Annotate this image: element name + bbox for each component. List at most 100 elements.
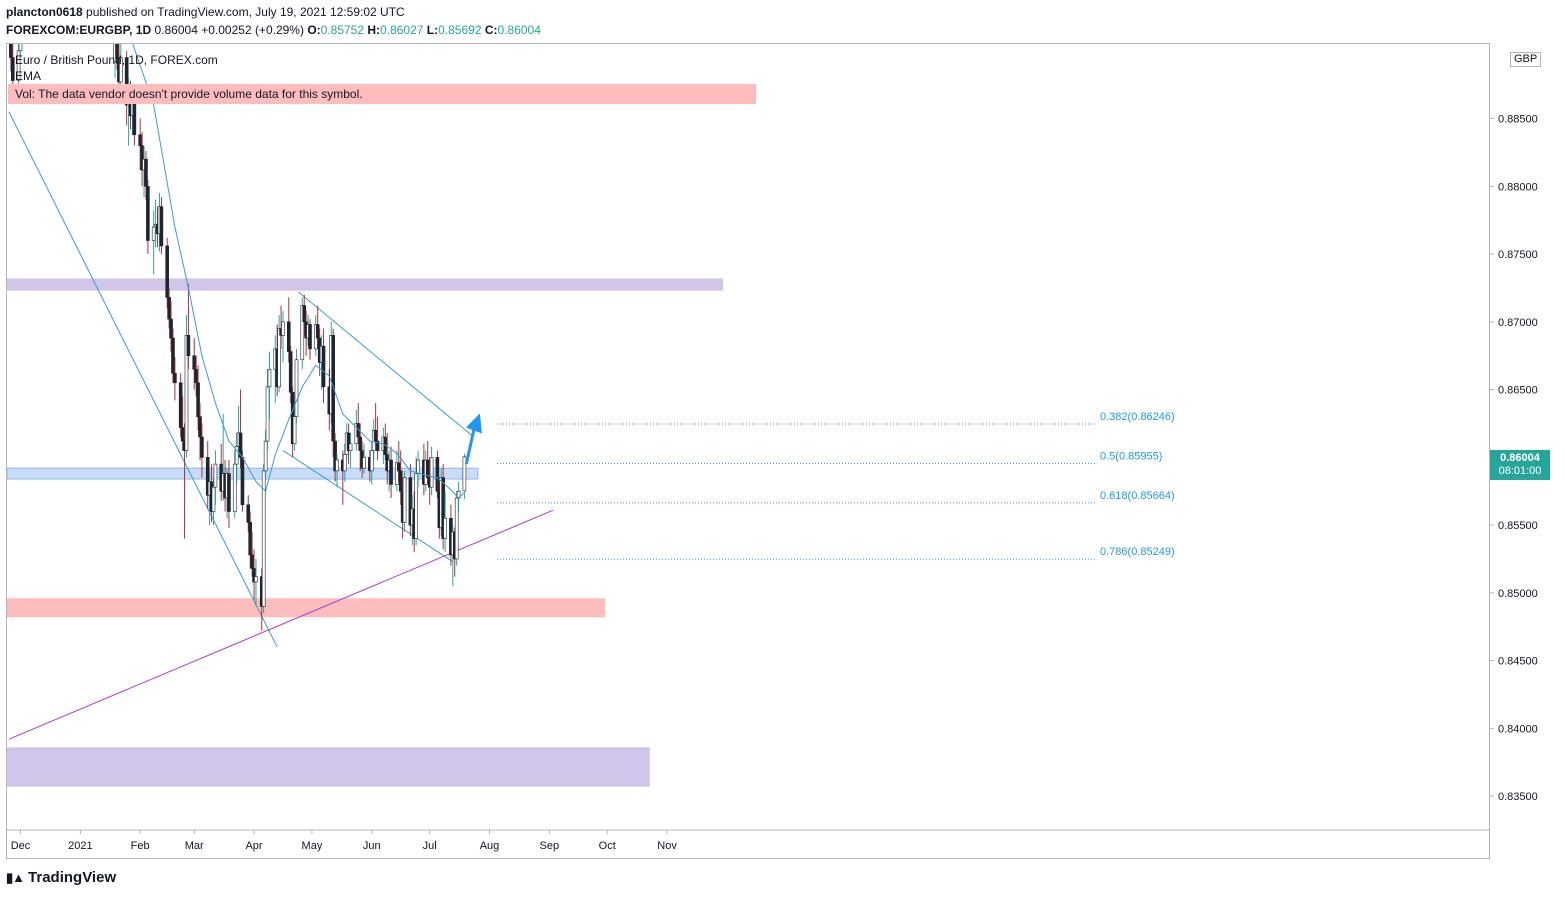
candle: [186, 283, 191, 370]
currency-label[interactable]: GBP: [1510, 52, 1542, 67]
candle-body: [227, 473, 231, 512]
y-tick-label: 0.88500: [1498, 114, 1538, 126]
candle: [292, 403, 297, 451]
candle-body: [402, 477, 407, 523]
x-tick-label: Nov: [657, 840, 677, 852]
fib-label-0: 0.382(0.86246): [1100, 411, 1175, 423]
y-tick-label: 0.84500: [1498, 656, 1538, 668]
symbol-label: FOREXCOM:EURGBP, 1D: [6, 23, 152, 37]
x-tick-label: Apr: [245, 840, 262, 852]
candle: [254, 558, 258, 607]
candle: [454, 491, 459, 566]
close-value: 0.86004: [497, 23, 541, 37]
candle-body: [232, 463, 237, 512]
fib-label-2: 0.618(0.85664): [1100, 490, 1175, 502]
candle: [227, 460, 231, 528]
zone-purple-resistance: [7, 278, 724, 291]
candle: [219, 443, 224, 501]
candle-body: [18, 44, 23, 52]
candle: [205, 441, 210, 509]
ohlc-readout: FOREXCOM:EURGBP, 1D 0.86004 +0.00252 (+0…: [6, 22, 541, 38]
candle-body: [369, 450, 374, 472]
logo-text: TradingView: [28, 869, 117, 886]
close-label: C:: [484, 23, 498, 37]
candle-body: [342, 454, 347, 472]
candle: [308, 319, 312, 360]
candle-body: [211, 486, 216, 512]
candle-body: [261, 470, 266, 607]
y-tick-label: 0.83500: [1498, 791, 1538, 803]
zone-purple-lower: [7, 747, 650, 787]
candle-body: [9, 44, 13, 58]
candle: [267, 351, 272, 420]
candle-body: [213, 463, 218, 488]
candle-body: [263, 440, 268, 472]
candle-body: [443, 518, 447, 539]
candle-body: [159, 206, 164, 247]
x-tick-label: Jul: [423, 840, 437, 852]
candle: [321, 328, 326, 404]
candle-body: [146, 185, 150, 241]
candle: [414, 457, 418, 546]
candle-body: [358, 436, 362, 451]
candle-body: [454, 497, 459, 560]
candle-body: [288, 351, 293, 393]
candle-body: [144, 158, 148, 187]
ema-line: [132, 44, 465, 499]
candle-body: [416, 459, 420, 474]
candle-body: [315, 324, 320, 339]
candle: [263, 430, 268, 478]
plot-area: [7, 44, 1097, 787]
candle-body: [281, 321, 285, 336]
candle: [342, 443, 347, 482]
last-value: 0.86004: [154, 23, 198, 37]
candle-body: [429, 457, 434, 488]
candle-body: [373, 429, 378, 442]
candle-body: [389, 459, 393, 485]
y-tick-label: 0.86500: [1498, 385, 1538, 397]
x-tick-label: Oct: [599, 840, 616, 852]
candle-body: [180, 427, 185, 442]
open-value: 0.85752: [320, 23, 365, 37]
candle: [232, 450, 237, 519]
high-label: H:: [367, 23, 381, 37]
x-tick-label: 2021: [68, 840, 92, 852]
candle-body: [375, 440, 380, 451]
candle-body: [286, 321, 291, 352]
candle-body: [198, 416, 202, 438]
candle-body: [308, 324, 312, 350]
candle: [375, 416, 380, 461]
chart-frame[interactable]: [6, 43, 1490, 859]
candle: [165, 237, 169, 309]
candle-body: [362, 457, 366, 469]
candle: [348, 432, 353, 469]
candle-body: [10, 57, 15, 81]
candle: [200, 423, 204, 478]
tradingview-logo[interactable]: ▮▲ TradingView: [6, 869, 116, 886]
volume-notice: Vol: The data vendor doesn't provide vol…: [8, 84, 756, 104]
candle-body: [178, 382, 183, 428]
tradingview-icon: ▮▲: [6, 869, 25, 885]
candle: [151, 210, 156, 275]
last-price-tag: 0.86004 08:01:00: [1490, 450, 1550, 480]
candle-body: [248, 522, 252, 556]
candle: [335, 454, 339, 488]
fib-label-3: 0.786(0.85249): [1100, 546, 1175, 558]
low-value: 0.85692: [438, 23, 482, 37]
y-tick-label: 0.84000: [1498, 723, 1538, 735]
candle: [171, 328, 175, 383]
candle: [435, 450, 440, 498]
breakout-arrow-head: [465, 413, 482, 434]
open-label: O:: [307, 23, 321, 37]
candle: [402, 470, 407, 532]
x-tick-label: Mar: [185, 840, 204, 852]
candle-body: [254, 576, 258, 583]
candle-body: [238, 432, 243, 458]
candle: [261, 464, 266, 614]
candle: [362, 443, 366, 474]
candle-body: [302, 305, 307, 323]
last-price-value: 0.86004: [1500, 452, 1540, 464]
candle: [144, 151, 148, 200]
candle-body: [435, 457, 440, 492]
